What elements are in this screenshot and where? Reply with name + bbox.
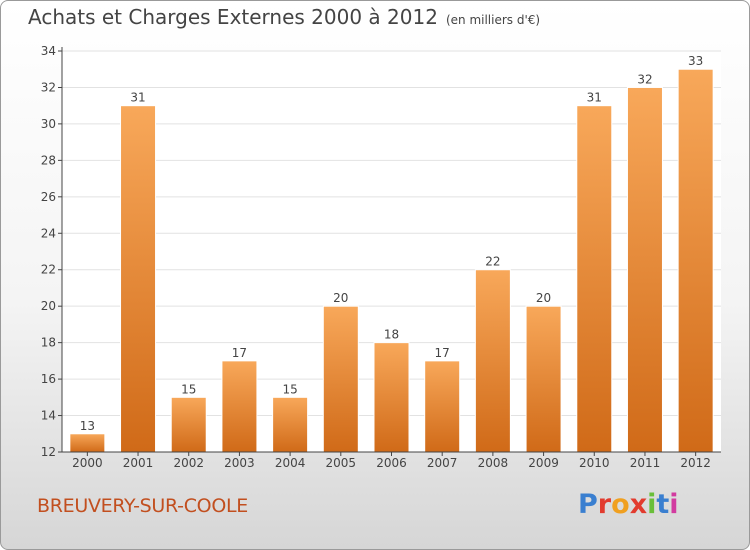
data-label: 20	[333, 291, 348, 305]
bar	[474, 269, 511, 453]
bar	[525, 305, 562, 453]
y-tick-label: 32	[41, 80, 56, 94]
bar	[576, 105, 613, 453]
y-tick-label: 28	[41, 153, 56, 167]
y-tick-label: 24	[41, 226, 56, 240]
x-tick-label: 2001	[123, 456, 154, 470]
x-tick-label: 2000	[72, 456, 103, 470]
chart-title: Achats et Charges Externes 2000 à 2012 (e…	[28, 5, 540, 29]
y-tick-label: 16	[41, 372, 56, 386]
data-label: 32	[637, 72, 652, 86]
data-label: 33	[688, 54, 703, 68]
data-label: 31	[130, 91, 145, 105]
x-tick-label: 2012	[680, 456, 711, 470]
data-label: 31	[587, 91, 602, 105]
y-tick-label: 22	[41, 263, 56, 277]
data-label: 22	[485, 255, 500, 269]
bar	[322, 305, 359, 453]
x-tick-label: 2004	[275, 456, 306, 470]
bar	[677, 68, 714, 453]
bar	[69, 433, 106, 453]
x-tick-label: 2005	[326, 456, 357, 470]
x-tick-label: 2002	[173, 456, 204, 470]
x-tick-label: 2003	[224, 456, 255, 470]
bar	[626, 86, 663, 453]
bar	[424, 360, 461, 453]
logo-letter: x	[629, 489, 648, 520]
proxiti-logo: Proxiti	[578, 489, 679, 520]
y-tick-label: 34	[41, 44, 56, 58]
bar	[272, 396, 309, 453]
bar	[120, 105, 157, 453]
x-tick-label: 2008	[478, 456, 509, 470]
bar	[170, 396, 207, 453]
chart-title-text: Achats et Charges Externes 2000 à 2012	[28, 5, 438, 29]
data-label: 17	[435, 346, 450, 360]
y-tick-label: 12	[41, 445, 56, 459]
data-label: 15	[181, 382, 196, 396]
logo-letter: i	[669, 489, 679, 520]
data-label: 17	[232, 346, 247, 360]
y-tick-label: 20	[41, 299, 56, 313]
y-tick-label: 26	[41, 190, 56, 204]
logo-letter: P	[578, 489, 598, 520]
unit-note: (en milliers d'€)	[445, 13, 541, 27]
x-tick-label: 2006	[376, 456, 407, 470]
y-tick-label: 14	[41, 409, 56, 423]
bar	[221, 360, 258, 453]
logo-letter: t	[656, 489, 670, 520]
logo-letter: o	[611, 489, 630, 520]
data-label: 20	[536, 291, 551, 305]
x-tick-label: 2010	[579, 456, 610, 470]
y-tick-label: 18	[41, 336, 56, 350]
data-label: 15	[282, 382, 297, 396]
y-tick-label: 30	[41, 117, 56, 131]
data-label: 13	[80, 419, 95, 433]
bar	[373, 342, 410, 453]
x-tick-label: 2009	[528, 456, 559, 470]
logo-letter: r	[597, 489, 612, 520]
data-label: 18	[384, 328, 399, 342]
x-tick-label: 2011	[630, 456, 661, 470]
x-tick-label: 2007	[427, 456, 458, 470]
commune-name: BREUVERY-SUR-COOLE	[37, 495, 248, 517]
logo-letter: i	[647, 489, 657, 520]
